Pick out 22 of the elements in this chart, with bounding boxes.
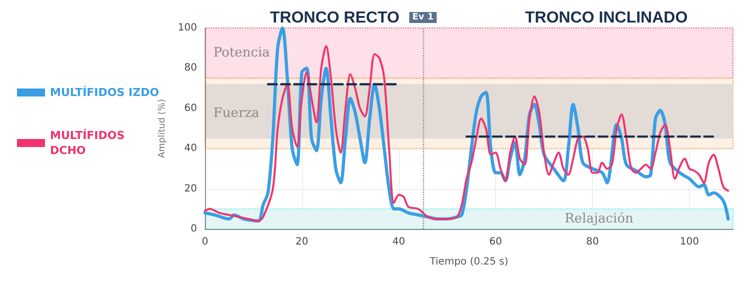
x-tick-label: 80 (586, 236, 599, 248)
text: TRONCO INCLINADO (525, 10, 688, 26)
legend-label: MULTÍFIDOS DCHO (50, 128, 129, 157)
y-tick-label: 40 (184, 143, 197, 154)
y-tick-label: 100 (178, 22, 197, 34)
y-tick-label: 0 (190, 224, 197, 234)
x-axis-title: Tiempo (0.25 s) (428, 256, 508, 268)
y-tick-label: 20 (184, 183, 197, 194)
x-tick-label: 100 (680, 236, 699, 248)
x-tick-label: 0 (202, 236, 208, 248)
band-label: Fuerza (213, 106, 260, 121)
ref-line-label: Ev 1 (412, 12, 434, 22)
y-axis-title: Amplitud (%) (158, 98, 168, 158)
x-tick-label: 20 (296, 236, 308, 248)
x-tick-label: 40 (392, 236, 406, 248)
band-label: Potencia (213, 46, 270, 61)
y-tick-label: 60 (184, 102, 197, 114)
x-tick-label: 60 (489, 236, 502, 248)
band-label: Relajación (564, 211, 634, 226)
text: TRONCO RECTO (270, 10, 400, 26)
legend-label: MULTÍFIDOS IZDO (50, 85, 160, 99)
y-tick-label: 80 (184, 62, 197, 74)
